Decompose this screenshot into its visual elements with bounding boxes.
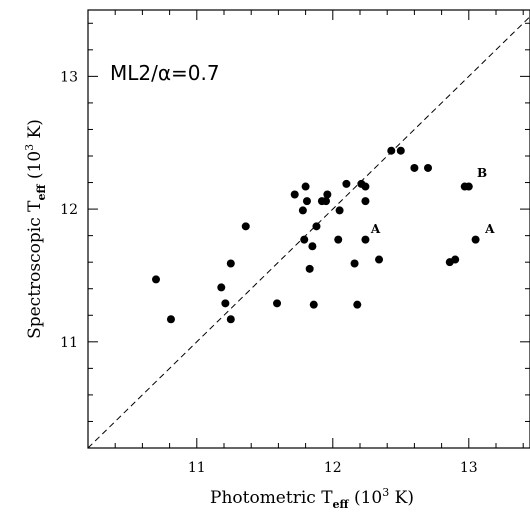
point-annotation: A: [484, 222, 495, 236]
axis-ticks: [88, 10, 530, 448]
y-tick-label: 11: [60, 335, 78, 351]
point-annotations: A B A: [370, 166, 495, 236]
data-point: [342, 179, 351, 188]
identity-dashed-line: [87, 16, 530, 449]
data-point: [387, 146, 396, 155]
data-point: [217, 283, 226, 292]
y-tick-label: 12: [60, 202, 78, 218]
data-point: [451, 255, 460, 264]
data-point: [361, 235, 370, 244]
data-point: [312, 222, 321, 231]
data-point: [361, 197, 370, 206]
inset-label: ML2/α=0.7: [110, 61, 220, 85]
data-point: [301, 182, 310, 191]
data-point: [226, 259, 235, 268]
data-point: [323, 190, 332, 199]
data-point: [471, 235, 480, 244]
y-axis-label-main: Spectroscopic T: [25, 200, 45, 339]
x-tick-labels: 11 12 13: [188, 460, 478, 476]
y-tick-labels: 11 12 13: [60, 69, 78, 350]
data-point: [350, 259, 359, 268]
point-annotation: B: [477, 166, 487, 180]
data-point: [410, 163, 419, 172]
y-tick-label: 13: [60, 69, 78, 85]
y-axis-label: Spectroscopic Teff (103 K): [23, 119, 48, 339]
data-point: [298, 206, 307, 215]
x-axis-label-unit-post: K): [389, 488, 414, 508]
data-point: [305, 264, 314, 273]
data-point: [300, 235, 309, 244]
y-axis-label-unit-pre: (10: [25, 151, 45, 185]
data-point: [334, 235, 343, 244]
x-tick-label: 12: [324, 460, 342, 476]
x-tick-label: 13: [460, 460, 478, 476]
data-points: [152, 146, 480, 324]
data-point: [226, 315, 235, 324]
point-annotation: A: [370, 222, 381, 236]
data-point: [396, 146, 405, 155]
data-point: [353, 300, 362, 309]
data-point: [361, 182, 370, 191]
x-axis-label: Photometric Teff (103 K): [210, 486, 414, 511]
data-point: [309, 300, 318, 309]
data-point: [464, 182, 473, 191]
data-point: [241, 222, 250, 231]
x-axis-label-sub: eff: [333, 498, 350, 511]
data-point: [152, 275, 160, 284]
data-point: [302, 197, 311, 206]
x-axis-label-unit-sup: 3: [382, 486, 389, 499]
x-tick-label: 11: [188, 460, 206, 476]
data-point: [221, 299, 230, 308]
data-point: [166, 315, 175, 324]
y-axis-label-unit-post: K): [25, 119, 45, 144]
data-point: [273, 299, 282, 308]
data-point: [290, 190, 299, 199]
data-point: [375, 255, 384, 264]
y-axis-label-unit-sup: 3: [23, 144, 36, 151]
data-point: [424, 163, 432, 172]
x-axis-label-main: Photometric T: [210, 488, 333, 508]
data-point: [335, 206, 344, 215]
plot-frame: [87, 9, 530, 449]
data-point: [308, 242, 317, 251]
x-axis-label-unit-pre: (10: [349, 488, 383, 508]
data-point: [322, 197, 330, 206]
y-axis-label-sub: eff: [35, 184, 48, 201]
